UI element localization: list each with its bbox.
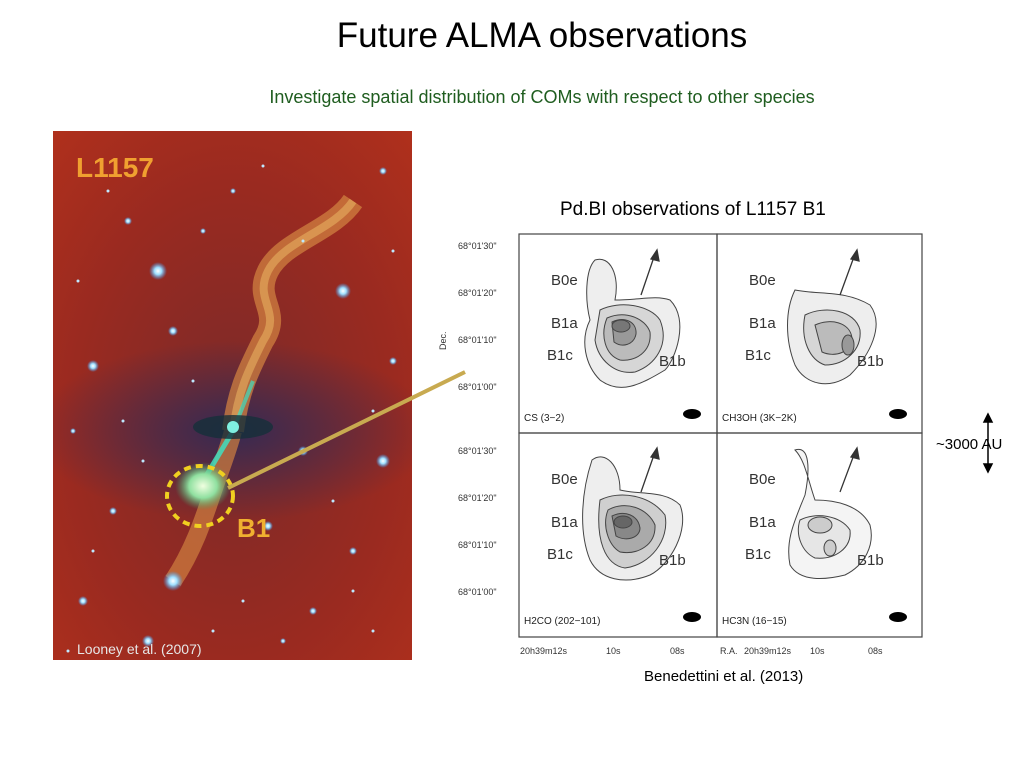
looney-credit: Looney et al. (2007) xyxy=(77,641,202,657)
panel-h2co-contours xyxy=(582,456,684,581)
contour-panels xyxy=(518,233,923,638)
slide-title: Future ALMA observations xyxy=(336,16,748,55)
connector-line xyxy=(227,370,466,490)
outflow-arrows xyxy=(640,248,860,493)
dec-tick-labels-top: 68°01'30" 68°01'20" 68°01'10" 68°01'00" xyxy=(458,241,497,392)
panel1-knot-label-1: B1a xyxy=(749,315,776,332)
panel-ch3oh-contours xyxy=(787,289,877,385)
ra-tick-2: 10s xyxy=(606,646,621,656)
ra-tick-4: 20h39m12s xyxy=(744,646,792,656)
panel1-knot-label-3: B1b xyxy=(857,353,884,370)
panel3-knot-label-0: B0e xyxy=(749,471,776,488)
panel2-knot-label-3: B1b xyxy=(659,552,686,569)
panel-cs-contours xyxy=(584,258,681,388)
ra-tick-5: 10s xyxy=(810,646,825,656)
panel-hc3n-frame xyxy=(716,432,923,638)
panel2-knot-label-2: B1c xyxy=(547,546,573,563)
panel2-knot-label-0: B0e xyxy=(551,471,578,488)
bottom-dec-tick-3: 68°01'00" xyxy=(458,587,497,597)
panel1-knot-label-2: B1c xyxy=(745,347,771,364)
ra-tick-3: 08s xyxy=(670,646,685,656)
dec-axis-label: Dec. xyxy=(438,331,448,350)
bottom-dec-tick-1: 68°01'20" xyxy=(458,493,497,503)
scale-bar xyxy=(982,412,994,474)
panel1-knot-label-0: B0e xyxy=(749,272,776,289)
top-dec-tick-2: 68°01'10" xyxy=(458,335,497,345)
pdbi-title: Pd.BI observations of L1157 B1 xyxy=(560,199,826,220)
mol-label-ch3oh: CH3OH (3K−2K) xyxy=(722,413,797,424)
panel0-knot-label-0: B0e xyxy=(551,272,578,289)
top-dec-tick-0: 68°01'30" xyxy=(458,241,497,251)
mol-label-h2co: H2CO (202−101) xyxy=(524,616,600,627)
scale-bar-label: ~3000 AU xyxy=(936,436,1003,453)
b1-dashed-circle xyxy=(165,464,235,528)
panel0-knot-label-3: B1b xyxy=(659,353,686,370)
mol-label-cs: CS (3−2) xyxy=(524,413,564,424)
beam-ellipses xyxy=(683,409,907,622)
benedettini-credit: Benedettini et al. (2013) xyxy=(644,668,804,685)
top-dec-tick-3: 68°01'00" xyxy=(458,382,497,392)
ra-axis-label: R.A. xyxy=(720,646,738,656)
panel0-knot-label-1: B1a xyxy=(551,315,578,332)
panel-knot-labels: B0e B1a B1c B1b B0e B1a B1c B1b B0e B1a B1c B1b B0e B… xyxy=(547,272,884,569)
panel3-knot-label-1: B1a xyxy=(749,514,776,531)
bottom-dec-tick-0: 68°01'30" xyxy=(458,446,497,456)
panel3-knot-label-2: B1c xyxy=(745,546,771,563)
dec-tick-labels-bottom: 68°01'30" 68°01'20" 68°01'10" 68°01'00" xyxy=(458,446,497,597)
b1-label: B1 xyxy=(237,513,271,543)
ra-tick-6: 08s xyxy=(868,646,883,656)
panel-hc3n-contours xyxy=(788,448,872,579)
panel2-knot-label-1: B1a xyxy=(551,514,578,531)
ra-tick-1: 20h39m12s xyxy=(520,646,568,656)
slide-subtitle: Investigate spatial distribution of COMs… xyxy=(269,87,815,107)
panel0-knot-label-2: B1c xyxy=(547,347,573,364)
l1157-label: L1157 xyxy=(76,152,154,183)
mol-label-hc3n: HC3N (16−15) xyxy=(722,616,787,627)
panel3-knot-label-3: B1b xyxy=(857,552,884,569)
top-dec-tick-1: 68°01'20" xyxy=(458,288,497,298)
bottom-dec-tick-2: 68°01'10" xyxy=(458,540,497,550)
l1157-infrared-image xyxy=(53,131,412,660)
